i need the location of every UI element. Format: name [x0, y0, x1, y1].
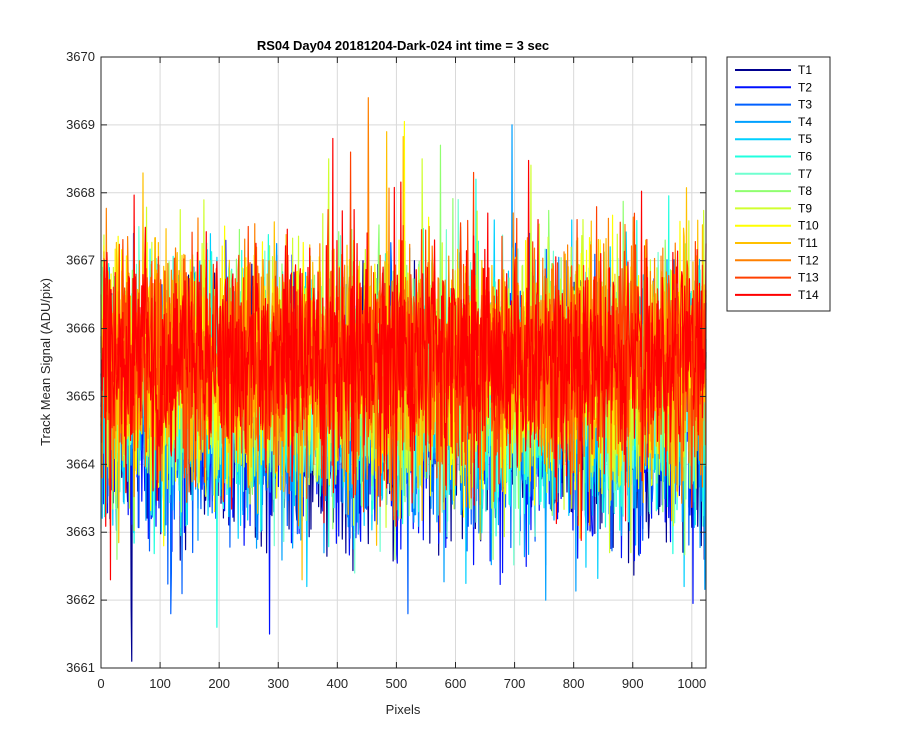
y-tick-label: 3668: [66, 185, 95, 200]
legend-label: T1: [798, 63, 812, 77]
y-tick-label: 3670: [66, 49, 95, 64]
legend-entry-t11: T11: [735, 236, 818, 250]
legend-label: T12: [798, 253, 819, 267]
legend-entry-t8: T8: [735, 184, 812, 198]
series-lines: [100, 97, 707, 662]
legend-label: T3: [798, 98, 812, 112]
x-tick-label: 1000: [677, 676, 706, 691]
y-tick-label: 3665: [66, 388, 95, 403]
legend-entry-t9: T9: [735, 201, 812, 215]
legend-label: T5: [798, 132, 812, 146]
x-tick-label: 300: [267, 676, 289, 691]
legend-label: T4: [798, 115, 812, 129]
legend-box: [726, 56, 831, 312]
x-tick-label: 900: [622, 676, 644, 691]
legend-entry-t6: T6: [735, 150, 812, 164]
legend-label: T13: [798, 271, 819, 285]
chart-title: RS04 Day04 20181204-Dark-024 int time = …: [257, 38, 549, 53]
y-tick-label: 3669: [66, 117, 95, 132]
legend-entry-t14: T14: [735, 288, 819, 302]
x-tick-label: 800: [563, 676, 585, 691]
legend-entry-t1: T1: [735, 63, 812, 77]
x-axis-label: Pixels: [386, 702, 421, 717]
y-tick-label: 3663: [66, 524, 95, 539]
x-tick-label: 500: [386, 676, 408, 691]
x-tick-label: 200: [208, 676, 230, 691]
legend-entry-t4: T4: [735, 115, 812, 129]
legend-entry-t2: T2: [735, 80, 812, 94]
legend-entries: T1 T2 T3 T4 T5 T6 T7 T8 T9 T10 T11 T12 T13 T14: [735, 63, 819, 302]
y-tick-label: 3662: [66, 592, 95, 607]
y-tick-label: 3664: [66, 456, 95, 471]
y-tick-label: 3666: [66, 321, 95, 336]
legend-entry-t3: T3: [735, 98, 812, 112]
legend-entry-t5: T5: [735, 132, 812, 146]
y-axis-ticks: 3661 3662 3663 3664 3665 3666 3667 3668 3669 3670: [66, 49, 706, 675]
legend-label: T10: [798, 219, 819, 233]
legend-entry-t13: T13: [735, 271, 819, 285]
legend-label: T8: [798, 184, 812, 198]
legend-label: T11: [798, 236, 818, 250]
legend: T1 T2 T3 T4 T5 T6 T7 T8 T9 T10 T11 T12 T13 T14: [726, 56, 831, 312]
legend-label: T14: [798, 288, 819, 302]
legend-label: T6: [798, 150, 812, 164]
legend-label: T9: [798, 201, 812, 215]
x-tick-label: 0: [97, 676, 104, 691]
legend-entry-t12: T12: [735, 253, 819, 267]
legend-entry-t10: T10: [735, 219, 819, 233]
y-tick-label: 3661: [66, 660, 95, 675]
y-axis-label: Track Mean Signal (ADU/pix): [38, 278, 53, 446]
legend-entry-t7: T7: [735, 167, 812, 181]
series-line-t14: [100, 137, 707, 581]
x-tick-label: 700: [504, 676, 526, 691]
x-tick-label: 100: [149, 676, 171, 691]
x-tick-label: 600: [445, 676, 467, 691]
legend-label: T2: [798, 80, 812, 94]
plot-area-frame: [100, 56, 707, 669]
y-tick-label: 3667: [66, 253, 95, 268]
x-axis-ticks: 0 100 200 300 400 500 600 700 800 900 1000: [97, 57, 706, 691]
legend-label: T7: [798, 167, 812, 181]
x-tick-label: 400: [326, 676, 348, 691]
